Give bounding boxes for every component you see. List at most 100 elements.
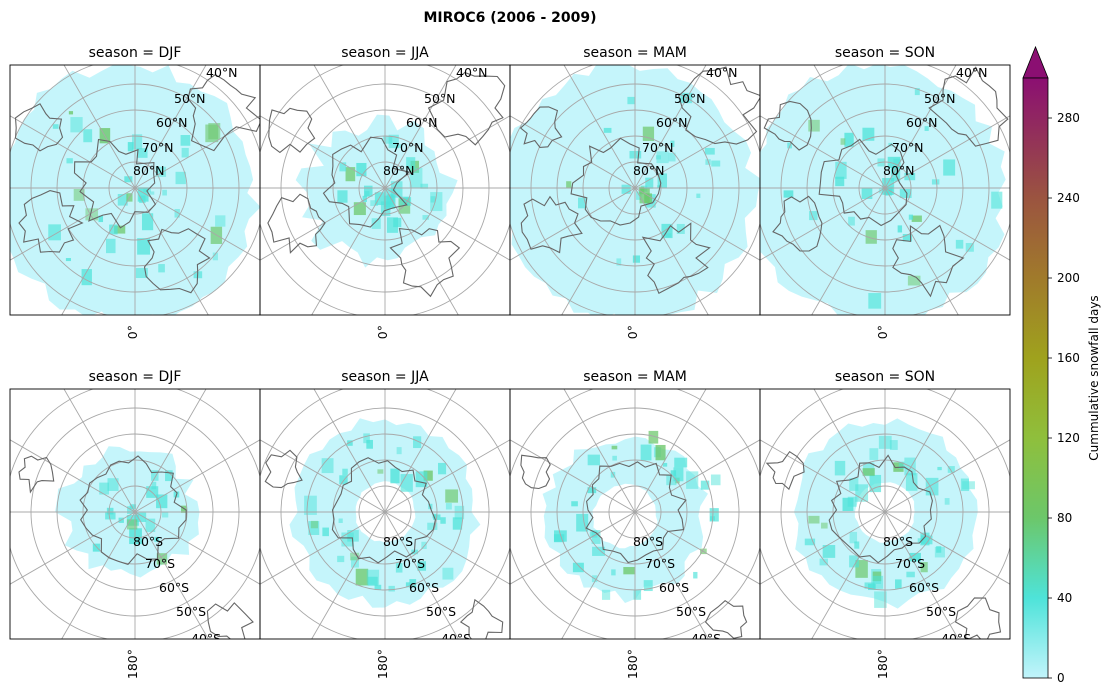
panel-frame	[759, 64, 1011, 316]
coast-greenland	[267, 193, 326, 254]
snowfall-cell	[126, 519, 138, 530]
meridian-label: 0°	[125, 325, 140, 339]
snowfall-cell	[783, 190, 794, 198]
snowfall-cell	[181, 505, 187, 513]
snowfall-cell	[129, 528, 142, 545]
snowfall-cell	[145, 518, 156, 533]
latitude-label: 60°S	[909, 580, 939, 595]
panel-frame	[759, 388, 1011, 640]
snowfall-cell	[874, 591, 887, 608]
latitude-label: 40°S	[441, 631, 471, 646]
graticule	[510, 389, 760, 639]
coast-australia	[459, 598, 504, 639]
snowfall-cell	[337, 555, 345, 563]
snowfall-cell	[124, 176, 133, 183]
map-panel-1-1: 40°S 50°S 60°S 70°S 80°S season = JJA 180°	[259, 369, 511, 679]
panel-title: season = DJF	[89, 369, 182, 385]
snowfall-cell	[710, 474, 721, 486]
snowfall-cell	[355, 568, 369, 586]
snowfall-cell	[422, 215, 429, 220]
meridian-line	[563, 389, 709, 639]
snowfall-cell	[440, 517, 446, 524]
snowfall-cell	[566, 181, 572, 188]
snowfall-cell	[862, 127, 875, 141]
coast-antarctica	[79, 455, 187, 566]
snowfall-cell	[787, 142, 792, 149]
snowfall-cell	[83, 129, 93, 143]
snowfall-cell	[809, 211, 818, 221]
snowfall-cell	[383, 195, 395, 209]
snowfall-cell	[417, 561, 427, 571]
snowfall-cell	[680, 92, 693, 104]
snowfall-cell	[666, 475, 677, 486]
snowfall-cell	[808, 119, 820, 132]
snowfall-cell	[212, 252, 218, 261]
snowfall-cell	[947, 466, 955, 473]
snowfall-cell	[370, 200, 378, 206]
snowfall-cell	[611, 569, 616, 576]
meridian-line	[313, 389, 459, 639]
snowfall-cell	[849, 478, 859, 491]
coast-south-america	[520, 454, 551, 490]
snowfall-cell	[907, 275, 921, 286]
snowfall-cell	[849, 531, 858, 544]
panel-title: season = JJA	[341, 45, 429, 61]
snowfall-cell	[445, 489, 459, 503]
colorbar-tick-label: 0	[1057, 671, 1065, 685]
snowfall-cell	[627, 96, 636, 105]
coast-asia	[427, 71, 506, 146]
latitude-labels: 40°N50°N 60°N 70°N 80°N	[883, 65, 988, 178]
snowfall-cell	[904, 172, 916, 181]
graticule	[260, 65, 510, 315]
snowfall-cell	[341, 532, 354, 547]
coast-alaska	[763, 100, 812, 151]
latitude-label: 80°N	[133, 163, 165, 178]
coast-europe	[143, 228, 211, 294]
snowfall-cell	[848, 216, 855, 226]
meridian-line	[63, 65, 209, 315]
map-panel-0-0: 40°N50°N 60°N 70°N 80°N season = DJF 0°	[9, 45, 261, 339]
colorbar: 0 40 80 120 160 200 240 280 Cummulative snowfal…	[1022, 45, 1101, 685]
snowfall-cell	[662, 462, 668, 467]
latitude-label: 80°S	[133, 534, 163, 549]
snowfall-cell	[855, 484, 869, 502]
panel-title: season = SON	[835, 45, 935, 61]
snowfall-cell	[174, 208, 180, 218]
snowfall-cell	[640, 444, 652, 461]
snowfall-cell	[141, 213, 154, 231]
latitude-label: 80°S	[883, 534, 913, 549]
snowfall-cell	[808, 515, 820, 524]
snowfall-cell	[644, 193, 653, 204]
snowfall-cell	[611, 445, 618, 450]
snowfall-cell	[405, 582, 411, 588]
coast-alaska	[14, 103, 64, 152]
snowfall-field	[794, 418, 978, 609]
graticule	[260, 389, 510, 639]
snowfall-cell	[181, 147, 189, 158]
latitude-label: 60°N	[656, 115, 688, 130]
latitude-label: 50°S	[426, 604, 456, 619]
map-panel-1-3: 40°S 50°S 60°S 70°S 80°S season = SON 180°	[759, 369, 1011, 679]
snowfall-cell	[965, 243, 974, 252]
latitude-label: 50°N	[424, 91, 456, 106]
snowfall-field	[510, 65, 760, 315]
snowfall-cell	[612, 455, 617, 461]
coastlines	[18, 455, 254, 639]
snowfall-cell	[339, 162, 347, 172]
snowfall-cell	[991, 191, 1003, 209]
snowfall-cell	[205, 124, 219, 143]
snowfall-cell	[920, 562, 928, 573]
latitude-label: 40°N	[706, 65, 738, 80]
snowfall-cell	[917, 538, 924, 543]
latitude-label: 80°S	[633, 534, 663, 549]
snowfall-cell	[420, 183, 429, 189]
snowfall-cell	[705, 159, 711, 165]
snowfall-cell	[350, 556, 359, 568]
snowfall-cell	[914, 88, 920, 96]
latitude-label: 70°N	[892, 140, 924, 155]
snowfall-cell	[884, 187, 893, 196]
snowfall-cell	[413, 436, 422, 449]
snowfall-cell	[819, 558, 828, 566]
snowfall-cell	[937, 466, 942, 471]
coast-antarctica	[331, 457, 436, 564]
